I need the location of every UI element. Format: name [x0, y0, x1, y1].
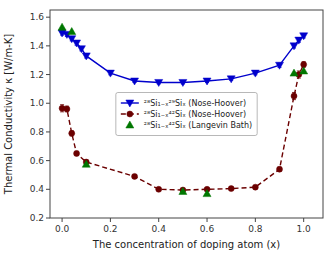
x-tick-label: 0.6 [200, 224, 215, 234]
error-bar [75, 151, 79, 155]
data-point [203, 78, 211, 85]
y-tick [46, 74, 50, 75]
legend-label: ²⁸Si₁₋ₓ⁴²Siₓ (Langevin Bath) [144, 121, 252, 130]
y-tick [46, 160, 50, 161]
x-axis-label: The concentration of doping atom (x) [92, 239, 280, 250]
legend-label: ²⁸Si₁₋ₓ²⁹Siₓ (Nose-Hoover) [144, 99, 246, 108]
y-tick [46, 131, 50, 132]
data-point [300, 67, 308, 74]
y-tick-label: 1.6 [30, 12, 45, 22]
y-axis-label: Thermal Conductivity κ [W/m-K] [3, 34, 14, 196]
error-bar [70, 131, 74, 136]
data-point [132, 173, 138, 179]
data-point [131, 78, 139, 85]
legend-label: ²⁸Si₁₋ₓ⁴²Siₓ (Nose-Hoover) [144, 110, 246, 119]
legend: ²⁸Si₁₋ₓ²⁹Siₓ (Nose-Hoover) ²⁸Si₁₋ₓ⁴²Siₓ (… [116, 93, 257, 136]
error-bar [278, 167, 282, 171]
data-point [82, 53, 90, 60]
series [59, 62, 307, 194]
y-tick-label: 0.2 [30, 213, 44, 223]
legend-swatch-marker [127, 111, 133, 117]
y-tick [46, 103, 50, 104]
y-tick [46, 218, 50, 219]
legend-swatch-marker [126, 121, 134, 128]
data-point [155, 79, 163, 86]
series [58, 23, 308, 196]
x-tick [158, 218, 159, 222]
data-point [179, 187, 187, 194]
legend-swatch-marker [126, 100, 134, 107]
x-tick-label: 0.2 [103, 224, 117, 234]
x-tick [207, 218, 208, 222]
error-bar [292, 92, 296, 99]
error-bar [297, 71, 301, 78]
x-tick-label: 0.8 [248, 224, 263, 234]
data-point [64, 106, 70, 112]
data-point [203, 190, 211, 197]
series-line [62, 33, 304, 82]
x-tick [255, 218, 256, 222]
data-point [82, 160, 90, 167]
x-tick-label: 0.4 [152, 224, 167, 234]
data-point [252, 184, 258, 190]
data-point [277, 166, 283, 172]
x-tick [110, 218, 111, 222]
data-point [106, 70, 114, 77]
y-tick [46, 189, 50, 190]
chart: 0.0 0.2 0.4 0.6 0.8 1.0 0.2 0.4 0.6 0.8 1.0 1.2 1.4 1… [0, 0, 333, 254]
y-tick-label: 0.6 [30, 156, 45, 166]
y-tick-label: 1.4 [30, 41, 45, 51]
series-line [62, 65, 304, 191]
data-point [300, 33, 308, 40]
data-point [74, 150, 80, 156]
data-point [295, 37, 303, 44]
data-point [156, 186, 162, 192]
y-tick-label: 0.8 [30, 127, 45, 137]
x-tick-label: 0.0 [55, 224, 70, 234]
x-tick-label: 1.0 [297, 224, 312, 234]
plot-data [58, 23, 308, 196]
data-point [290, 43, 298, 50]
data-point [228, 186, 234, 192]
y-tick [46, 45, 50, 46]
data-point [251, 70, 259, 77]
y-tick-label: 1.0 [30, 98, 45, 108]
plot-frame [50, 10, 323, 218]
data-point [290, 69, 298, 76]
y-tick-label: 1.2 [30, 70, 44, 80]
y-tick [46, 17, 50, 18]
data-point [69, 130, 75, 136]
data-point [227, 76, 235, 83]
data-point [58, 23, 66, 30]
data-point [276, 62, 284, 69]
series [58, 30, 308, 86]
x-tick [303, 218, 304, 222]
legend-box [116, 93, 257, 136]
axes: 0.0 0.2 0.4 0.6 0.8 1.0 0.2 0.4 0.6 0.8 1.0 1.2 1.4 1… [30, 12, 311, 234]
data-point [77, 46, 85, 53]
data-point [291, 93, 297, 99]
y-tick-label: 0.4 [30, 184, 45, 194]
data-point [68, 28, 76, 35]
x-tick [62, 218, 63, 222]
data-point [179, 79, 187, 86]
